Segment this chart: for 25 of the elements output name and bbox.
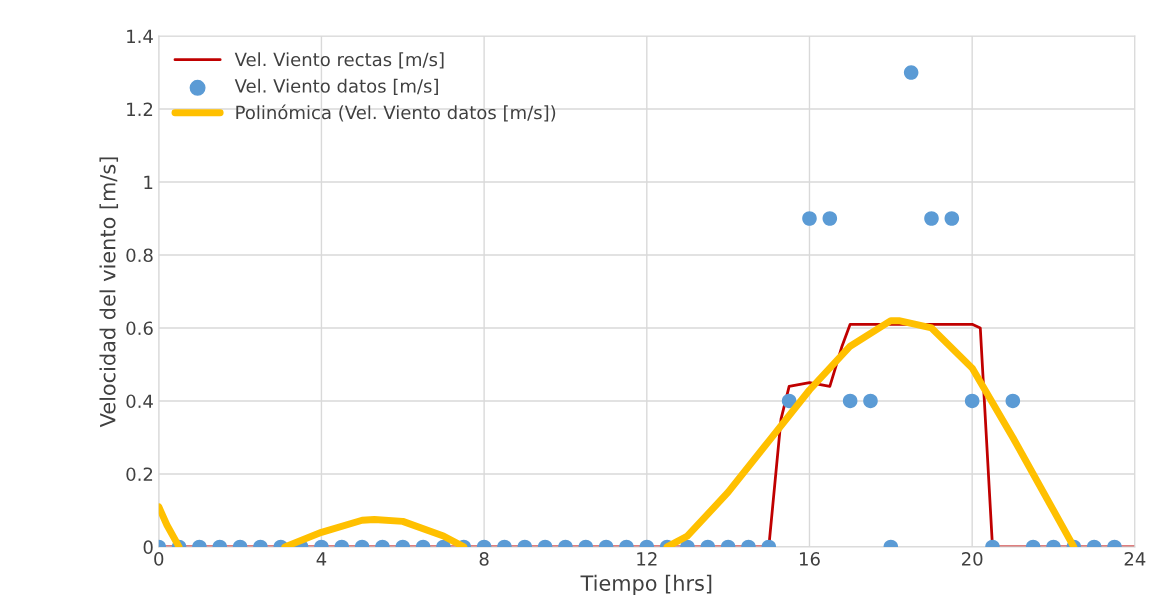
legend-label: Vel. Viento rectas [m/s] [234,52,444,69]
x-tick-label: 24 [1124,552,1146,566]
x-axis-title: Tiempo [hrs] [580,574,712,595]
point [924,211,939,226]
y-tick-label: 0.6 [126,321,153,336]
point [944,211,960,226]
y-tick-label: 0 [143,540,153,555]
x-tick-label: 16 [799,552,820,566]
point [903,65,919,80]
y-tick-label: 0.2 [126,467,153,482]
x-tick-label: 8 [479,552,489,566]
x-tick-label: 20 [962,552,983,566]
y-tick-label: 0.4 [126,394,153,409]
x-tick-label: 0 [154,552,164,566]
y-tick-label: 1.2 [127,102,153,116]
point [802,211,817,226]
x-tick-label: 12 [637,552,657,566]
y-axis-title: Velocidad del viento [m/s] [99,157,119,428]
point [822,211,838,226]
legend-label: Vel. Viento datos [m/s] [234,78,438,95]
legend-label: Polinómica (Vel. Viento datos [m/s]) [236,104,556,122]
y-tick-label: 1.4 [127,29,153,43]
y-tick-label: 0.8 [126,248,153,263]
x-tick-label: 4 [316,552,327,566]
y-tick-label: 1 [144,175,153,189]
